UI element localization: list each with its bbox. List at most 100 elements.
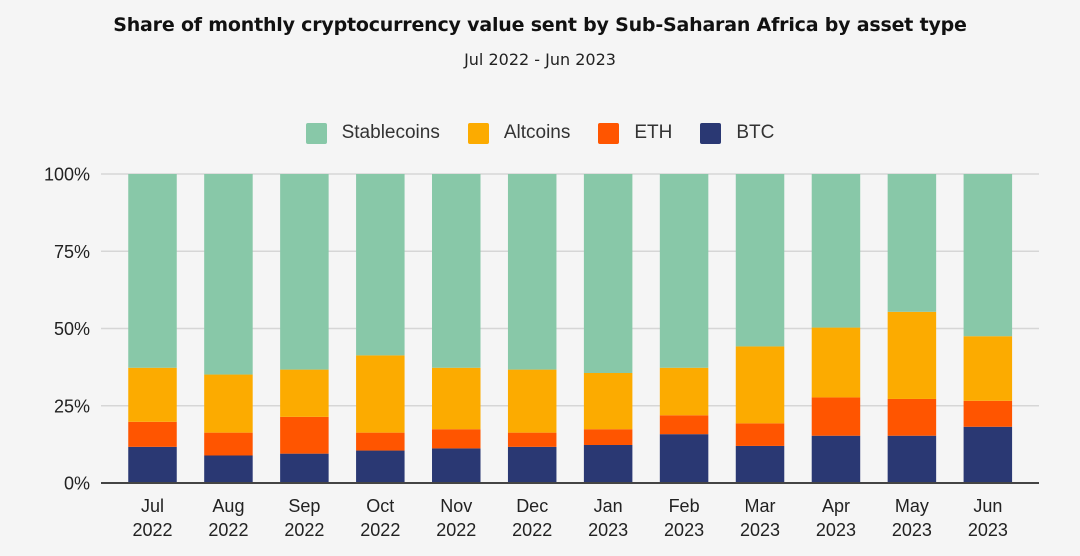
bar-eth-may-2023 xyxy=(887,398,937,436)
bar-stablecoins-apr-2023 xyxy=(811,174,861,328)
x-tick-label-nov-2022-line2: 2022 xyxy=(436,520,476,540)
bar-btc-jul-2022 xyxy=(128,446,177,483)
bar-altcoins-jun-2023 xyxy=(963,336,1013,401)
x-tick-label-jul-2022-line2: 2022 xyxy=(132,520,172,540)
bar-btc-may-2023 xyxy=(887,435,937,483)
legend-label-btc: BTC xyxy=(736,122,775,143)
y-tick-label-50: 50% xyxy=(54,319,90,339)
bar-eth-oct-2022 xyxy=(356,432,405,451)
bar-altcoins-may-2023 xyxy=(887,311,937,399)
bar-group-nov-2022 xyxy=(432,174,481,483)
y-tick-label-75: 75% xyxy=(54,242,90,262)
legend-swatch-altcoins xyxy=(467,122,489,144)
x-tick-label-sep-2022-line2: 2022 xyxy=(284,520,324,540)
bar-eth-nov-2022 xyxy=(432,429,481,449)
bar-btc-oct-2022 xyxy=(356,450,405,483)
bar-group-feb-2023 xyxy=(659,174,709,483)
bar-eth-jan-2023 xyxy=(583,429,633,445)
bar-altcoins-jul-2022 xyxy=(128,367,177,422)
x-tick-label-nov-2022-line1: Nov xyxy=(440,496,472,516)
legend-item-btc: BTC xyxy=(700,122,774,144)
x-tick-label-aug-2022-line1: Aug xyxy=(212,496,244,516)
x-tick-label-jun-2023-line2: 2023 xyxy=(968,520,1008,540)
bar-altcoins-mar-2023 xyxy=(735,346,785,424)
x-tick-label-aug-2022-line2: 2022 xyxy=(208,520,248,540)
x-tick-label-mar-2023-line2: 2023 xyxy=(740,520,780,540)
legend-item-altcoins: Altcoins xyxy=(467,122,571,144)
bar-group-jun-2023 xyxy=(963,174,1013,483)
chart-subtitle: Jul 2022 - Jun 2023 xyxy=(464,50,616,69)
x-tick-label-jan-2023-line1: Jan xyxy=(594,496,623,516)
chart-title: Share of monthly cryptocurrency value se… xyxy=(113,14,967,36)
x-tick-label-may-2023-line2: 2023 xyxy=(892,520,932,540)
x-tick-label-oct-2022-line1: Oct xyxy=(366,496,394,516)
bar-eth-jul-2022 xyxy=(128,421,177,447)
x-tick-label-apr-2023-line1: Apr xyxy=(822,496,850,516)
bar-btc-apr-2023 xyxy=(811,435,861,483)
bar-group-mar-2023 xyxy=(735,174,785,483)
bar-stablecoins-aug-2022 xyxy=(204,174,253,375)
bar-eth-sep-2022 xyxy=(280,416,329,454)
bar-altcoins-feb-2023 xyxy=(659,367,709,416)
bar-eth-feb-2023 xyxy=(659,415,709,435)
bar-group-sep-2022 xyxy=(280,174,329,483)
y-tick-label-100: 100% xyxy=(44,165,90,185)
bar-eth-aug-2022 xyxy=(204,432,253,456)
legend-label-eth: ETH xyxy=(634,122,673,143)
bar-group-apr-2023 xyxy=(811,174,861,483)
bar-stablecoins-jan-2023 xyxy=(583,174,633,373)
bar-group-oct-2022 xyxy=(356,174,405,483)
bar-btc-feb-2023 xyxy=(659,434,709,483)
bar-btc-sep-2022 xyxy=(280,453,329,483)
x-tick-label-mar-2023-line1: Mar xyxy=(745,496,776,516)
bar-altcoins-sep-2022 xyxy=(280,369,329,417)
bar-btc-jun-2023 xyxy=(963,426,1013,483)
bar-stablecoins-nov-2022 xyxy=(432,174,481,368)
bar-altcoins-aug-2022 xyxy=(204,374,253,433)
bar-stablecoins-mar-2023 xyxy=(735,174,785,347)
bar-eth-apr-2023 xyxy=(811,397,861,436)
x-tick-label-jun-2023-line1: Jun xyxy=(973,496,1002,516)
legend-label-stablecoins: Stablecoins xyxy=(341,122,440,143)
bar-btc-jan-2023 xyxy=(583,444,633,483)
legend-label-altcoins: Altcoins xyxy=(503,122,571,143)
bar-altcoins-nov-2022 xyxy=(432,367,481,430)
x-tick-label-dec-2022-line2: 2022 xyxy=(512,520,552,540)
y-tick-label-0: 0% xyxy=(64,474,90,494)
legend-swatch-stablecoins xyxy=(305,122,327,144)
bar-altcoins-jan-2023 xyxy=(583,372,633,430)
bar-eth-dec-2022 xyxy=(507,432,557,447)
bar-group-may-2023 xyxy=(887,174,937,483)
bar-stablecoins-may-2023 xyxy=(887,174,937,312)
y-tick-label-25: 25% xyxy=(54,396,90,416)
bar-btc-dec-2022 xyxy=(507,446,557,483)
bar-btc-mar-2023 xyxy=(735,445,785,483)
x-tick-label-jul-2022-line1: Jul xyxy=(141,496,164,516)
x-tick-label-jan-2023-line2: 2023 xyxy=(588,520,628,540)
bar-altcoins-oct-2022 xyxy=(356,355,405,433)
x-tick-label-sep-2022-line1: Sep xyxy=(288,496,320,516)
x-tick-label-oct-2022-line2: 2022 xyxy=(360,520,400,540)
x-tick-label-feb-2023-line1: Feb xyxy=(669,496,700,516)
bar-altcoins-dec-2022 xyxy=(507,369,557,433)
bar-btc-nov-2022 xyxy=(432,448,481,483)
bar-altcoins-apr-2023 xyxy=(811,327,861,398)
x-tick-label-feb-2023-line2: 2023 xyxy=(664,520,704,540)
bar-stablecoins-sep-2022 xyxy=(280,174,329,370)
legend-item-eth: ETH xyxy=(598,122,672,144)
bar-group-jan-2023 xyxy=(583,174,633,483)
x-tick-label-apr-2023-line2: 2023 xyxy=(816,520,856,540)
legend-swatch-eth xyxy=(598,122,620,144)
bar-btc-aug-2022 xyxy=(204,455,253,483)
x-tick-label-dec-2022-line1: Dec xyxy=(516,496,548,516)
bar-stablecoins-jun-2023 xyxy=(963,174,1013,337)
bar-group-dec-2022 xyxy=(507,174,557,483)
bar-eth-mar-2023 xyxy=(735,423,785,446)
x-tick-label-may-2023-line1: May xyxy=(895,496,929,516)
bar-stablecoins-feb-2023 xyxy=(659,174,709,368)
bar-stablecoins-dec-2022 xyxy=(507,174,557,370)
bar-group-aug-2022 xyxy=(204,174,253,483)
bar-eth-jun-2023 xyxy=(963,400,1013,427)
bar-stablecoins-jul-2022 xyxy=(128,174,177,368)
